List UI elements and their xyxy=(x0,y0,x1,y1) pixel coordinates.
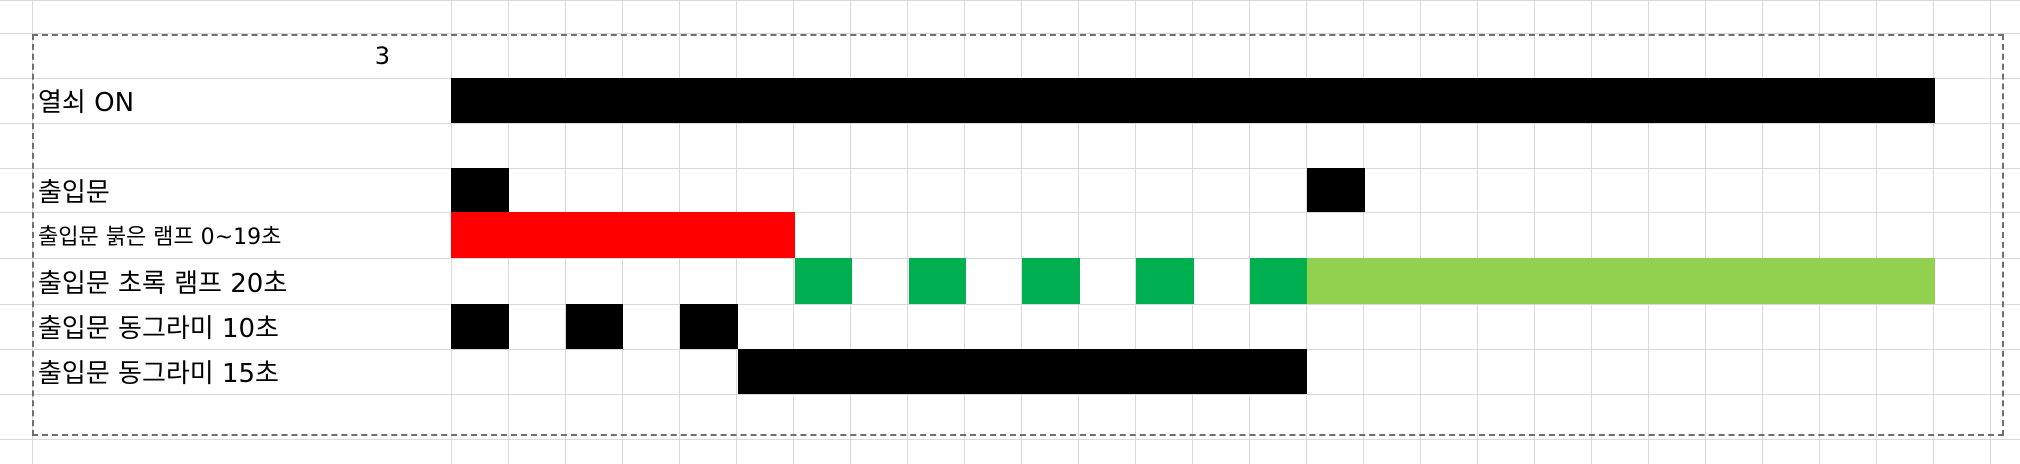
gridline-vertical xyxy=(907,0,908,464)
gridline-horizontal xyxy=(0,168,2020,169)
gridline-vertical xyxy=(1819,0,1820,464)
green-lamp-blink-3[interactable] xyxy=(1022,258,1080,304)
gridline-vertical xyxy=(1591,0,1592,464)
circle-15s-bar[interactable] xyxy=(738,349,1307,394)
key-on-bar[interactable] xyxy=(451,78,1935,123)
gridline-vertical xyxy=(964,0,965,464)
gridline-vertical xyxy=(1534,0,1535,464)
circle-10s-pulse-3[interactable] xyxy=(680,304,738,349)
gridline-vertical xyxy=(1477,0,1478,464)
row-label-red-lamp[interactable]: 출입문 붉은 램프 0~19초 xyxy=(38,225,282,250)
row-label-green-lamp[interactable]: 출입문 초록 램프 20초 xyxy=(38,268,288,299)
gridline-vertical xyxy=(1420,0,1421,464)
gridline-vertical xyxy=(1363,0,1364,464)
gridline-vertical xyxy=(1135,0,1136,464)
green-lamp-blink-2[interactable] xyxy=(909,258,966,304)
door-pulse-2[interactable] xyxy=(1307,168,1365,212)
gridline-horizontal xyxy=(0,0,2020,1)
gridline-horizontal xyxy=(0,258,2020,259)
gridline-horizontal xyxy=(0,439,2020,440)
gridline-horizontal xyxy=(0,33,2020,34)
gridline-vertical xyxy=(1876,0,1877,464)
gridline-vertical xyxy=(1648,0,1649,464)
green-lamp-steady-bar[interactable] xyxy=(1307,258,1935,304)
door-pulse-1[interactable] xyxy=(451,168,509,212)
gridline-horizontal xyxy=(0,394,2020,395)
gridline-vertical xyxy=(1249,0,1250,464)
green-lamp-blink-5[interactable] xyxy=(1250,258,1307,304)
gridline-vertical xyxy=(850,0,851,464)
circle-10s-pulse-2[interactable] xyxy=(566,304,623,349)
gridline-horizontal xyxy=(0,304,2020,305)
red-lamp-bar[interactable] xyxy=(451,212,795,258)
gridline-vertical xyxy=(1705,0,1706,464)
corner-number-cell[interactable]: 3 xyxy=(374,42,390,70)
row-label-door[interactable]: 출입문 xyxy=(38,177,110,208)
green-lamp-blink-4[interactable] xyxy=(1136,258,1194,304)
gridline-vertical xyxy=(1762,0,1763,464)
gridline-horizontal xyxy=(0,123,2020,124)
green-lamp-blink-1[interactable] xyxy=(795,258,852,304)
gridline-horizontal xyxy=(0,212,2020,213)
circle-10s-pulse-1[interactable] xyxy=(451,304,509,349)
gridline-vertical xyxy=(1021,0,1022,464)
row-label-key-on[interactable]: 열쇠 ON xyxy=(38,88,135,118)
gridline-vertical xyxy=(1933,0,1934,464)
row-label-circle-10s[interactable]: 출입문 동그라미 10초 xyxy=(38,314,279,344)
row-label-circle-15s[interactable]: 출입문 동그라미 15초 xyxy=(38,359,279,389)
gridline-vertical xyxy=(1990,0,1991,464)
gridline-vertical xyxy=(1306,0,1307,464)
gridline-vertical xyxy=(1078,0,1079,464)
gridline-vertical xyxy=(1192,0,1193,464)
